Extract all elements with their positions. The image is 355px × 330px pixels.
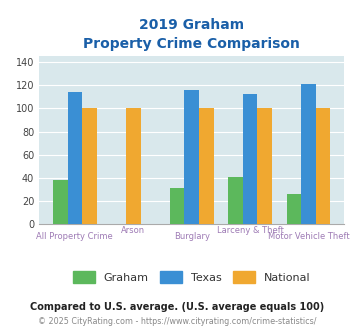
- Bar: [243, 94, 257, 224]
- Bar: [67, 92, 82, 224]
- Text: Compared to U.S. average. (U.S. average equals 100): Compared to U.S. average. (U.S. average …: [31, 302, 324, 312]
- Legend: Graham, Texas, National: Graham, Texas, National: [68, 267, 315, 287]
- Bar: [199, 108, 214, 224]
- Bar: [301, 84, 316, 224]
- Bar: [126, 108, 141, 224]
- Bar: [170, 188, 184, 224]
- Bar: [228, 177, 243, 224]
- Text: Larceny & Theft: Larceny & Theft: [217, 226, 284, 235]
- Bar: [82, 108, 97, 224]
- Bar: [316, 108, 331, 224]
- Text: All Property Crime: All Property Crime: [37, 232, 113, 241]
- Bar: [184, 90, 199, 224]
- Text: Arson: Arson: [121, 226, 145, 235]
- Text: Burglary: Burglary: [174, 232, 210, 241]
- Text: Motor Vehicle Theft: Motor Vehicle Theft: [268, 232, 349, 241]
- Bar: [53, 180, 67, 224]
- Bar: [257, 108, 272, 224]
- Bar: [286, 194, 301, 224]
- Text: © 2025 CityRating.com - https://www.cityrating.com/crime-statistics/: © 2025 CityRating.com - https://www.city…: [38, 317, 317, 326]
- Title: 2019 Graham
Property Crime Comparison: 2019 Graham Property Crime Comparison: [83, 18, 300, 51]
